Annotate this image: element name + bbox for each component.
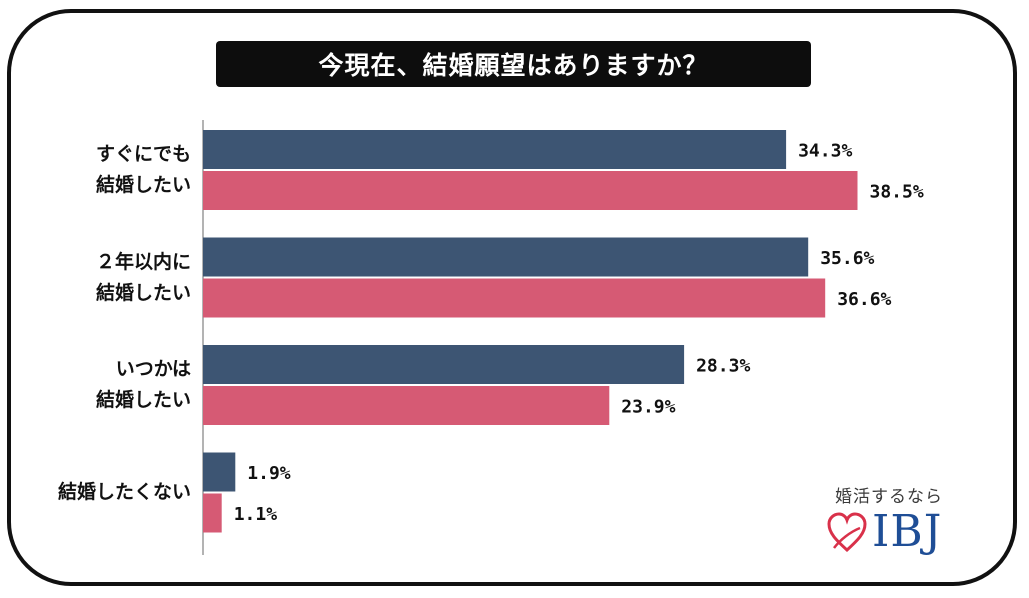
bar (203, 278, 826, 318)
bar (203, 237, 809, 277)
category-label-line: 結婚したくない (57, 481, 191, 503)
bar (203, 493, 222, 533)
data-label: 1.1% (234, 504, 278, 525)
category-label-line: いつかは (115, 358, 191, 380)
logo-mark: IBJ (826, 506, 942, 557)
category-label: ２年以内に結婚したい (11, 247, 191, 309)
data-label: 23.9% (621, 397, 675, 418)
ibj-logo: 婚活するなら IBJ (826, 482, 966, 572)
category-label-line: ２年以内に (95, 250, 191, 273)
data-label: 28.3% (696, 356, 750, 377)
data-label: 38.5% (870, 182, 924, 203)
category-label-line: 結婚したい (95, 174, 191, 196)
category-label: いつかは結婚したい (11, 354, 191, 416)
logo-text: IBJ (872, 506, 943, 557)
bar (203, 130, 787, 169)
bar (203, 345, 685, 384)
data-label: 36.6% (837, 289, 891, 310)
category-label-line: 結婚したい (95, 281, 191, 304)
data-label: 34.3% (798, 141, 852, 162)
bar (203, 171, 858, 210)
category-label-line: すぐにでも (95, 143, 191, 165)
category-label: 結婚したくない (11, 477, 191, 508)
data-label: 1.9% (247, 463, 291, 484)
chart-title: 今現在、結婚願望はありますか？ (216, 41, 811, 87)
heart-outline-icon (827, 511, 867, 552)
bar (203, 386, 610, 425)
logo-tagline: 婚活するなら (835, 487, 943, 507)
data-label: 35.6% (820, 248, 874, 269)
category-label: すぐにでも結婚したい (11, 139, 191, 201)
bar (203, 452, 236, 492)
category-label-line: 結婚したい (95, 389, 191, 411)
